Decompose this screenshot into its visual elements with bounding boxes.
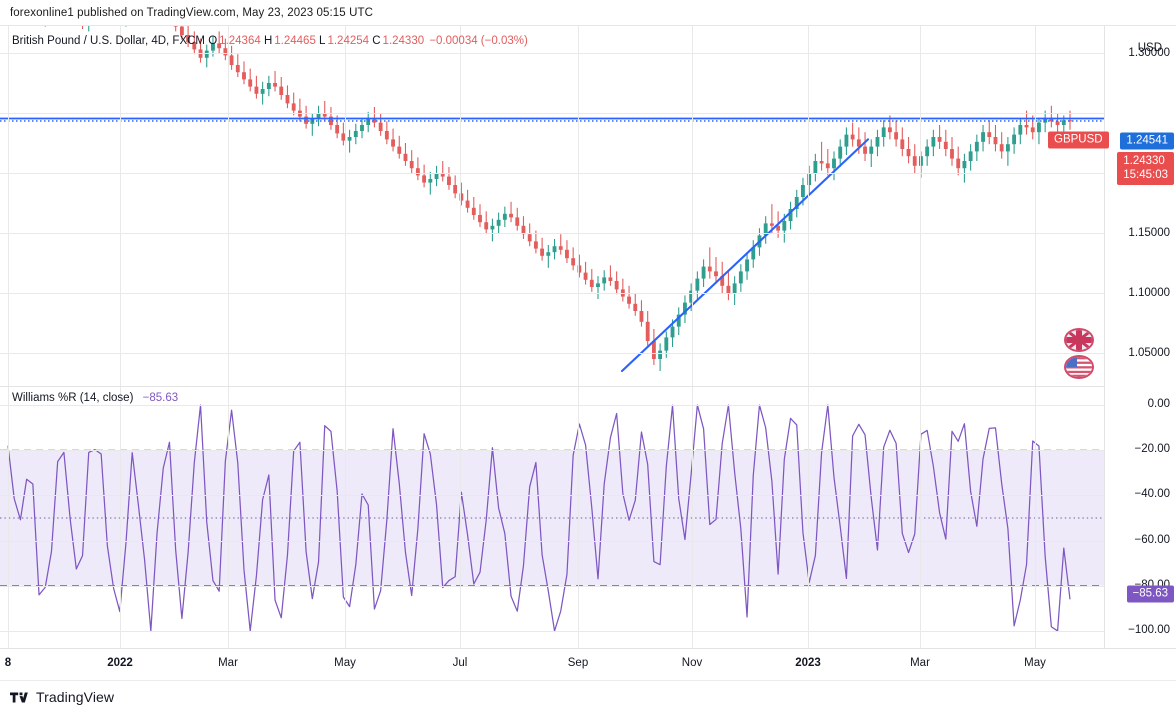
price-scale[interactable]: USD 1.300001.250001.200001.150001.100001… (1104, 26, 1176, 648)
price-gridline (0, 233, 1104, 234)
price-gridline (0, 353, 1104, 354)
price-vgridline (1035, 26, 1036, 386)
time-tick-label: Nov (681, 657, 703, 669)
tradingview-brand: TradingView (36, 689, 115, 705)
price-tick-label: 1.10000 (1128, 287, 1170, 299)
tradingview-mark-icon (10, 692, 28, 702)
price-vgridline (345, 26, 346, 386)
tradingview-logo[interactable]: TradingView (0, 689, 114, 705)
time-tick-label: 8 (4, 657, 12, 669)
indicator-vgridline (578, 387, 579, 648)
time-tick-label: May (334, 657, 356, 669)
time-tick-label: Sep (567, 657, 589, 669)
symbol-tag[interactable]: GBPUSD (1048, 131, 1109, 149)
candlestick-series (0, 26, 1104, 373)
price-vgridline (228, 26, 229, 386)
indicator-vgridline (120, 387, 121, 648)
price-tick-label: 1.30000 (1128, 47, 1170, 59)
indicator-vgridline (460, 387, 461, 648)
time-axis[interactable]: 8 2022 Mar May Jul Sep Nov 2023 Mar May (0, 648, 1176, 680)
price-vgridline (920, 26, 921, 386)
indicator-tick-label: −60.00 (1134, 533, 1171, 546)
indicator-gridline (0, 630, 1104, 632)
indicator-tick-label: −100.00 (1128, 623, 1170, 636)
price-tick-label: 1.05000 (1128, 347, 1170, 359)
gb-flag-icon[interactable] (1064, 328, 1094, 352)
time-tick-label: Mar (910, 657, 930, 669)
indicator-gridline (0, 540, 1104, 542)
williams-value-badge[interactable]: −85.63 (1126, 585, 1174, 603)
price-vgridline (692, 26, 693, 386)
price-gridline (0, 293, 1104, 294)
time-tick-label: May (1024, 657, 1046, 669)
current-time-value: 15:45:03 (1123, 169, 1168, 181)
indicator-gridline (0, 450, 1104, 452)
indicator-vgridline (808, 387, 809, 648)
price-gridline (0, 113, 1104, 114)
indicator-tick-label: −20.00 (1134, 443, 1171, 456)
indicator-tick-label: 0.00 (1147, 398, 1170, 411)
price-vgridline (8, 26, 9, 386)
publisher-bar: forexonline1 published on TradingView.co… (0, 0, 1176, 26)
indicator-vgridline (1035, 387, 1036, 648)
indicator-vgridline (228, 387, 229, 648)
indicator-gridline (0, 405, 1104, 407)
price-tick-label: 1.15000 (1128, 227, 1170, 239)
current-price-badge[interactable]: 1.24330 15:45:03 (1117, 152, 1174, 185)
indicator-gridline (0, 495, 1104, 497)
time-tick-label: 2023 (795, 657, 821, 669)
time-tick-label: Jul (452, 657, 468, 669)
last-price-badge[interactable]: 1.24541 (1120, 132, 1174, 150)
footer-bar: TradingView (0, 680, 1176, 713)
price-gridline (0, 53, 1104, 54)
us-flag-icon[interactable] (1064, 355, 1094, 379)
publisher-text: forexonline1 published on TradingView.co… (10, 6, 374, 19)
time-tick-label: Mar (218, 657, 238, 669)
price-vgridline (460, 26, 461, 386)
indicator-gridline (0, 585, 1104, 587)
flag-badges[interactable] (1064, 328, 1098, 382)
time-tick-label: 2022 (107, 657, 133, 669)
price-vgridline (120, 26, 121, 386)
indicator-vgridline (692, 387, 693, 648)
williams-r-pane[interactable]: Williams %R (14, close) −85.63 (0, 386, 1104, 648)
price-gridline (0, 173, 1104, 174)
scale-unit-label: USD (1137, 42, 1162, 54)
williams-r-series (0, 404, 1104, 632)
current-price-value: 1.24330 (1123, 155, 1165, 167)
price-vgridline (808, 26, 809, 386)
price-vgridline (578, 26, 579, 386)
indicator-vgridline (920, 387, 921, 648)
indicator-vgridline (8, 387, 9, 648)
indicator-vgridline (345, 387, 346, 648)
indicator-tick-label: −40.00 (1134, 488, 1171, 501)
